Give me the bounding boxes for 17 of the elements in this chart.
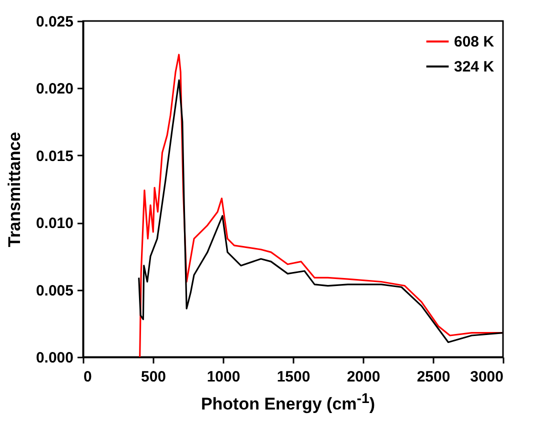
- y-tick-label: 0.025: [36, 14, 74, 30]
- x-tick-label: 0: [84, 368, 92, 386]
- y-axis-title: Transmittance: [4, 132, 24, 248]
- y-tick-label: 0.010: [36, 215, 74, 232]
- y-tick-label: 0.005: [36, 282, 74, 300]
- x-tick-label: 2500: [416, 368, 450, 386]
- x-tick-label: 2000: [346, 368, 380, 386]
- x-tick-label: 1500: [276, 368, 310, 386]
- x-tick-label: 500: [140, 368, 166, 386]
- legend-label: 608 K: [454, 34, 494, 50]
- y-tick-label: 0.000: [36, 350, 74, 366]
- x-tick-label: 3000: [470, 368, 504, 386]
- x-axis-title: Photon Energy (cm$^{-1}$): [200, 391, 376, 415]
- legend-label: 324 K: [454, 58, 494, 76]
- x-tick-label: 1000: [206, 368, 240, 386]
- y-tick-label: 0.020: [36, 80, 74, 98]
- y-tick-label: 0.015: [36, 148, 74, 165]
